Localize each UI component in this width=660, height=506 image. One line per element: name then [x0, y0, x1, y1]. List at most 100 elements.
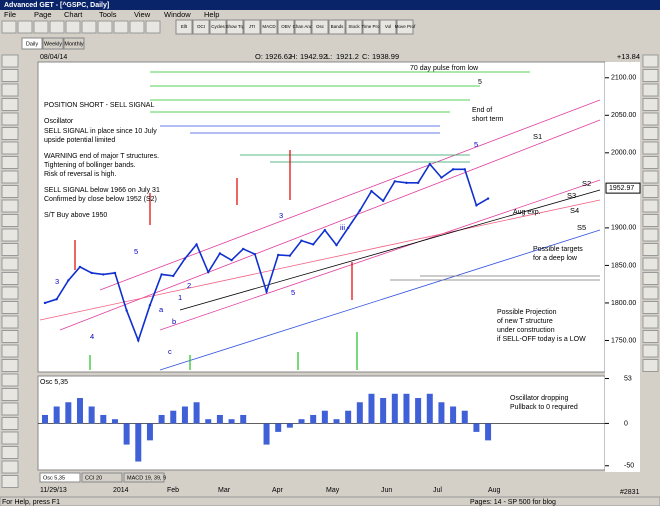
side-button[interactable]: [1, 228, 19, 242]
tab[interactable]: [42, 37, 64, 50]
side-button[interactable]: [642, 286, 659, 300]
tab[interactable]: [63, 37, 85, 50]
toolbar-button[interactable]: [345, 19, 363, 35]
side-button[interactable]: [642, 141, 659, 155]
menu-item[interactable]: Tools: [99, 10, 117, 19]
side-button[interactable]: [1, 359, 19, 372]
toolbar-button[interactable]: [226, 19, 244, 35]
menu-item[interactable]: File: [4, 10, 16, 19]
close-point: [218, 252, 222, 255]
side-button[interactable]: [1, 475, 19, 488]
side-button[interactable]: [1, 141, 19, 155]
side-button[interactable]: [1, 170, 19, 184]
side-button[interactable]: [1, 199, 19, 213]
side-button[interactable]: [1, 431, 19, 445]
osc-bar: [76, 398, 83, 424]
side-button[interactable]: [1, 344, 19, 358]
side-button[interactable]: [1, 112, 19, 126]
window-title: Advanced GET - [^GSPC, Daily]: [4, 1, 109, 9]
menu-item[interactable]: Window: [164, 10, 191, 19]
side-button[interactable]: [1, 257, 19, 271]
side-button[interactable]: [1, 127, 19, 140]
indicator-tab[interactable]: [81, 472, 123, 483]
side-button[interactable]: [1, 243, 19, 256]
side-button[interactable]: [642, 257, 659, 271]
toolbar-button[interactable]: [145, 20, 161, 34]
toolbar-button[interactable]: [277, 19, 295, 35]
toolbar-button[interactable]: [113, 20, 129, 34]
toolbar-button[interactable]: [49, 20, 65, 34]
side-button[interactable]: [642, 359, 659, 372]
side-button[interactable]: [642, 54, 659, 68]
side-button[interactable]: [642, 214, 659, 227]
side-button[interactable]: [1, 330, 19, 343]
side-button[interactable]: [642, 243, 659, 256]
toolbar-button[interactable]: [192, 19, 210, 35]
menu-item[interactable]: View: [134, 10, 151, 19]
side-button[interactable]: [1, 460, 19, 474]
toolbar-button[interactable]: [175, 19, 193, 35]
osc-bar: [216, 414, 223, 424]
indicator-tab[interactable]: [39, 472, 81, 483]
close-point: [277, 253, 280, 257]
side-button[interactable]: [1, 185, 19, 198]
side-button[interactable]: [642, 98, 659, 111]
side-button[interactable]: [642, 83, 659, 97]
side-button[interactable]: [1, 156, 19, 169]
side-button[interactable]: [1, 214, 19, 227]
side-button[interactable]: [1, 388, 19, 401]
side-button[interactable]: [642, 301, 659, 314]
menu-item[interactable]: Page: [34, 10, 52, 19]
toolbar-button[interactable]: [209, 19, 227, 35]
side-button[interactable]: [642, 315, 659, 329]
side-button[interactable]: [1, 54, 19, 68]
side-button[interactable]: [642, 272, 659, 285]
toolbar-button[interactable]: [260, 19, 278, 35]
side-button[interactable]: [1, 272, 19, 285]
toolbar-button[interactable]: [362, 19, 380, 35]
side-button[interactable]: [1, 373, 19, 387]
side-button[interactable]: [642, 344, 659, 358]
toolbar-button[interactable]: [81, 20, 97, 34]
side-button[interactable]: [642, 112, 659, 126]
side-button[interactable]: [1, 98, 19, 111]
side-button[interactable]: [642, 330, 659, 343]
wave-label: S2: [582, 179, 591, 188]
side-button[interactable]: [1, 446, 19, 459]
side-button[interactable]: [1, 417, 19, 430]
side-button[interactable]: [1, 69, 19, 82]
toolbar-button[interactable]: [129, 20, 145, 34]
side-button[interactable]: [1, 286, 19, 300]
side-button[interactable]: [642, 69, 659, 82]
toolbar-button[interactable]: [396, 19, 414, 35]
side-button[interactable]: [642, 228, 659, 242]
toolbar-button[interactable]: [328, 19, 346, 35]
toolbar-button[interactable]: [97, 20, 113, 34]
toolbar-button[interactable]: [65, 20, 81, 34]
side-button[interactable]: [642, 156, 659, 169]
side-button[interactable]: [1, 315, 19, 329]
indicator-tab[interactable]: [123, 472, 165, 483]
side-button[interactable]: [642, 199, 659, 213]
toolbar-button[interactable]: [243, 19, 261, 35]
side-button[interactable]: [642, 127, 659, 140]
toolbar-button[interactable]: [33, 20, 49, 34]
side-button[interactable]: [1, 402, 19, 416]
close-point: [195, 243, 198, 246]
toolbar-button[interactable]: [379, 19, 397, 35]
osc-bar: [368, 393, 375, 424]
toolbar-button[interactable]: [17, 20, 33, 34]
wave-label: S1: [533, 132, 542, 141]
tab[interactable]: [21, 37, 43, 50]
toolbar-button[interactable]: [1, 20, 17, 34]
toolbar-button[interactable]: [311, 19, 329, 35]
menu-item[interactable]: Chart: [64, 10, 83, 19]
side-button[interactable]: [642, 185, 659, 198]
side-button[interactable]: [642, 170, 659, 184]
menu-item[interactable]: Help: [204, 10, 219, 19]
header-low: 1921.2: [336, 52, 359, 61]
toolbar-button[interactable]: [294, 19, 312, 35]
side-button[interactable]: [1, 301, 19, 314]
side-button[interactable]: [1, 83, 19, 97]
